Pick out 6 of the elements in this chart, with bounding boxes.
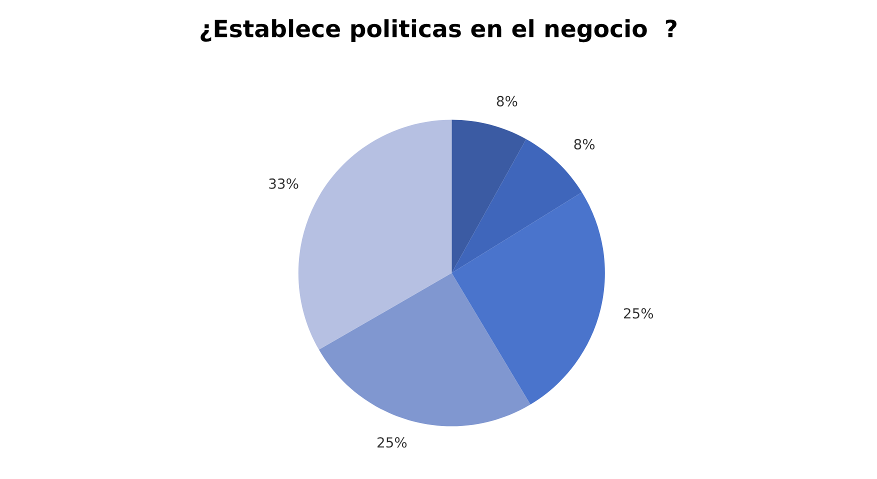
data-label: 25% xyxy=(624,308,654,319)
data-label: 25% xyxy=(378,437,407,448)
data-label: 33% xyxy=(269,178,298,189)
data-label: 8% xyxy=(574,138,595,150)
data-label: 8% xyxy=(496,96,518,106)
chart-title: ¿Establece politicas en el negocio ? xyxy=(200,19,676,42)
